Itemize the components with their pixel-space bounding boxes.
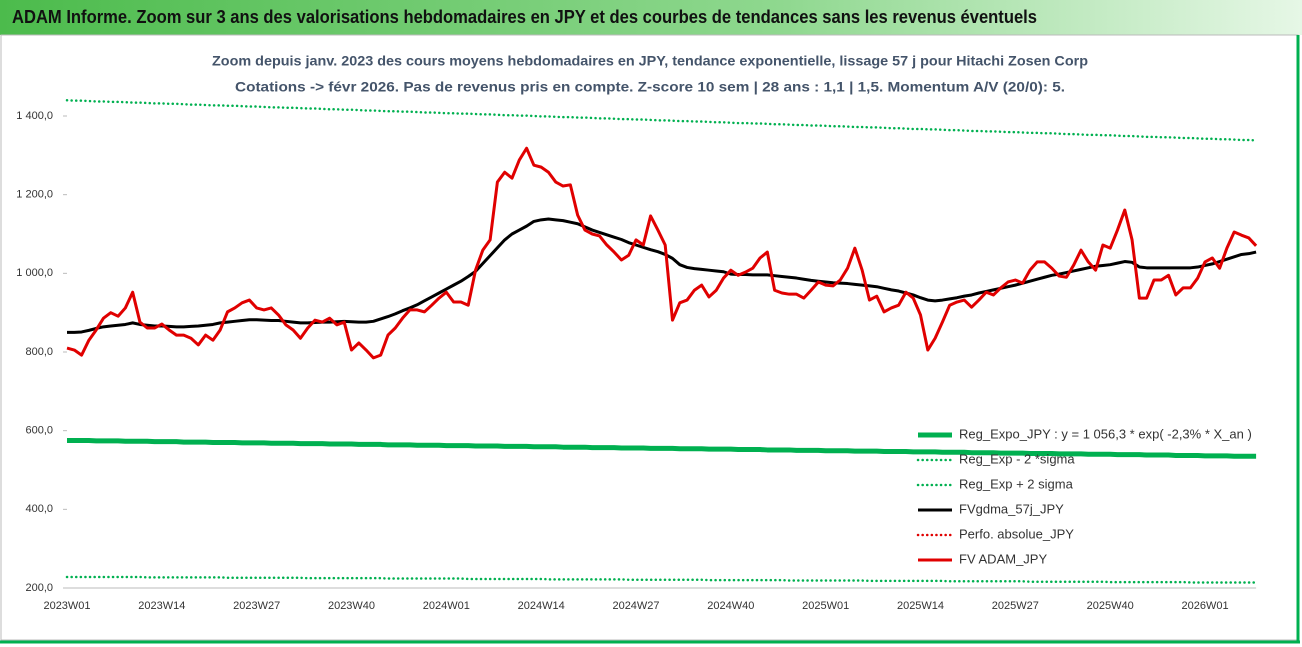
y-tick-label: 800,0 — [25, 346, 53, 358]
header-title: ADAM Informe. Zoom sur 3 ans des valoris… — [12, 7, 1037, 27]
header-bar — [0, 0, 1302, 35]
x-tick-label: 2024W40 — [707, 600, 754, 612]
chart-title: Zoom depuis janv. 2023 des cours moyens … — [212, 53, 1088, 69]
x-tick-label: 2025W01 — [802, 600, 849, 612]
series-line — [65, 575, 1258, 584]
y-tick-label: 1 000,0 — [16, 267, 53, 279]
x-tick-label: 2025W14 — [897, 600, 944, 612]
legend-label: FVgdma_57j_JPY — [959, 501, 1064, 516]
legend-label: FV ADAM_JPY — [959, 551, 1047, 566]
x-tick-label: 2023W27 — [233, 600, 280, 612]
series-line — [65, 99, 1258, 142]
legend-label: Reg_Exp - 2 *sigma — [959, 451, 1075, 466]
series-line — [66, 146, 1258, 360]
x-tick-label: 2025W27 — [992, 600, 1039, 612]
x-tick-label: 2023W40 — [328, 600, 375, 612]
x-tick-label: 2023W01 — [43, 600, 90, 612]
legend-label: Perfo. absolue_JPY — [959, 526, 1074, 541]
chart-area — [0, 34, 1299, 641]
legend-label: Reg_Exp + 2 sigma — [959, 476, 1074, 491]
x-tick-label: 2025W40 — [1087, 600, 1134, 612]
x-tick-label: 2024W27 — [612, 600, 659, 612]
x-tick-label: 2023W14 — [138, 600, 185, 612]
y-tick-label: 1 200,0 — [16, 189, 53, 201]
series-line — [67, 438, 1257, 459]
x-tick-label: 2024W01 — [423, 600, 470, 612]
y-tick-label: 400,0 — [25, 503, 53, 515]
y-tick-label: 600,0 — [25, 425, 53, 437]
chart-subtitle: Cotations -> févr 2026. Pas de revenus p… — [235, 79, 1065, 95]
legend-label: Reg_Expo_JPY : y = 1 056,3 * exp( -2,3% … — [959, 426, 1252, 441]
x-tick-label: 2024W14 — [518, 600, 565, 612]
y-tick-label: 200,0 — [25, 582, 53, 594]
y-tick-label: 1 400,0 — [16, 110, 53, 122]
x-tick-label: 2026W01 — [1181, 600, 1228, 612]
